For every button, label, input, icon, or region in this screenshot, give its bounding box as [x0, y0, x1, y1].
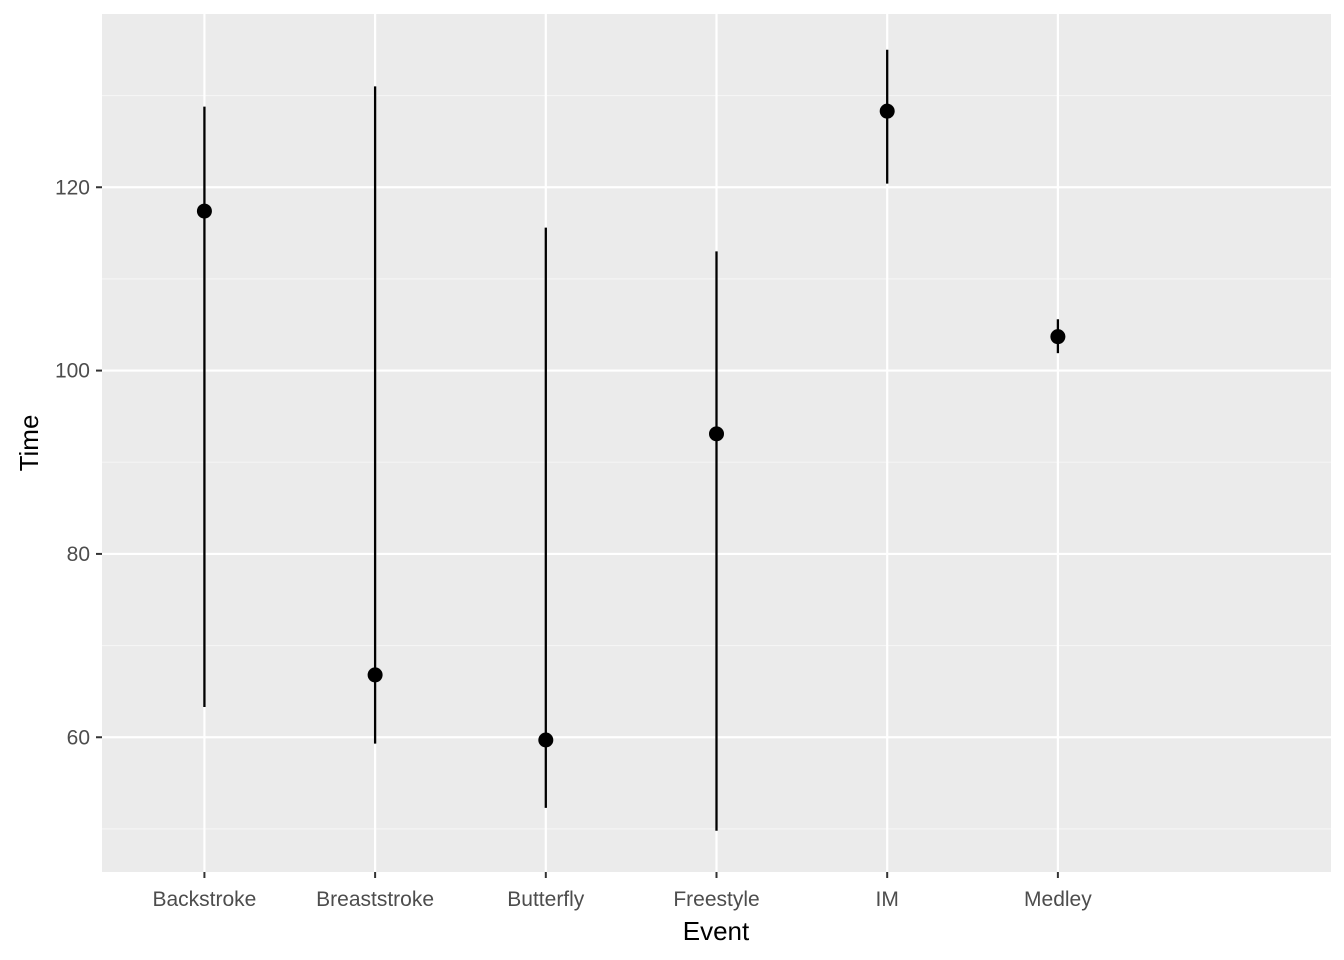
y-tick-label-120: 120	[55, 176, 90, 199]
point-butterfly	[538, 732, 554, 748]
y-axis-title: Time	[14, 415, 44, 472]
point-im	[879, 103, 895, 119]
x-axis: Backstroke Breaststroke Butterfly Freestyle…	[152, 872, 1092, 911]
y-tick-label-60: 60	[67, 726, 90, 749]
x-tick-label-freestyle: Freestyle	[673, 888, 759, 911]
y-axis: 60 80 100 120	[55, 176, 102, 749]
y-tick-label-80: 80	[67, 543, 90, 566]
point-breaststroke	[367, 667, 383, 683]
y-tick-label-100: 100	[55, 360, 90, 383]
x-tick-label-im: IM	[876, 888, 899, 911]
point-medley	[1050, 329, 1066, 345]
x-axis-title: Event	[683, 916, 750, 946]
x-tick-label-backstroke: Backstroke	[152, 888, 256, 911]
chart-marks	[196, 49, 1066, 831]
point-backstroke	[196, 203, 212, 219]
x-tick-label-breaststroke: Breaststroke	[316, 888, 434, 911]
point-freestyle	[709, 426, 724, 442]
x-tick-label-medley: Medley	[1024, 888, 1092, 911]
x-tick-label-butterfly: Butterfly	[507, 888, 585, 911]
